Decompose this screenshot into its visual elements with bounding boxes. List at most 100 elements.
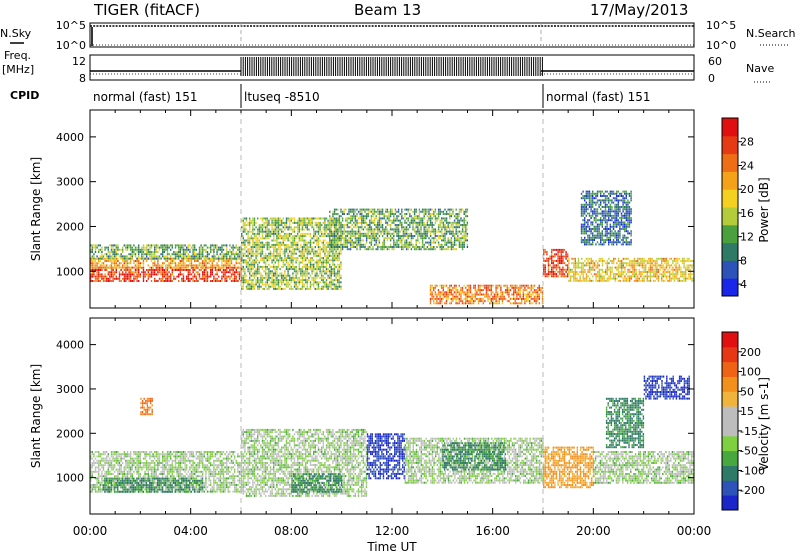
echo-cell [98,277,100,280]
echo-cell [152,253,154,256]
echo-cell [109,260,111,262]
echo-cell [314,261,316,264]
echo-cell [265,270,267,273]
echo-cell [247,279,249,282]
echo-cell [122,246,124,249]
echo-cell [309,263,312,266]
echo-cell [102,255,105,258]
nave-right-tick-top: 60 [708,55,722,68]
echo-cell [247,287,249,290]
echo-cell [104,275,106,278]
echo-cell [434,286,436,289]
echo-cell [418,208,421,211]
echo-cell [292,276,294,279]
echo-cell [285,281,288,284]
echo-cell [417,228,419,231]
echo-cell [369,235,371,237]
echo-cell [609,260,612,262]
echo-cell [361,226,363,229]
echo-cell [643,262,645,265]
echo-cell [115,269,117,271]
echo-cell [313,263,315,266]
echo-cell [321,263,323,266]
echo-cell [481,289,483,292]
echo-cell [388,232,390,235]
echo-cell [311,248,313,251]
echo-cell [255,235,257,238]
echo-cell [396,215,398,218]
echo-cell [367,228,369,231]
echo-cell [351,230,353,233]
echo-cell [497,300,499,303]
echo-cell [431,293,433,296]
echo-cell [227,257,229,260]
echo-cell [359,241,361,244]
echo-cell [91,269,93,271]
echo-cell [413,228,416,231]
echo-cell [123,255,125,258]
echo-cell [230,280,233,282]
echo-cell [380,219,382,222]
echo-cell [322,239,324,242]
echo-cell [281,283,283,286]
echo-cell [317,268,320,271]
echo-cell [324,226,326,229]
echo-cell [489,289,491,292]
echo-cell [396,235,398,237]
echo-cell [327,274,329,277]
echo-cell [276,248,278,251]
echo-cell [249,279,251,282]
echo-cell [560,270,562,273]
echo-cell [554,275,556,278]
echo-cell [200,253,202,256]
echo-cell [133,275,135,278]
echo-cell [125,266,127,269]
echo-cell [321,230,323,233]
echo-cell [306,257,308,260]
echo-cell [234,275,236,278]
echo-cell [128,244,130,247]
echo-cell [393,221,395,224]
echo-cell [377,219,379,222]
echo-cell [306,246,308,249]
echo-cell [179,269,181,271]
echo-cell [295,235,297,238]
echo-cell [319,228,321,231]
echo-cell [485,293,488,296]
echo-cell [319,252,321,255]
echo-cell [249,265,251,268]
echo-cell [426,221,429,224]
echo-cell [249,274,251,277]
echo-cell [319,276,321,279]
echo-cell [250,250,252,253]
echo-cell [420,232,422,235]
echo-cell [421,219,424,222]
echo-cell [99,273,101,276]
echo-cell [263,243,265,246]
echo-cell [439,302,441,305]
echo-cell [281,248,283,251]
echo-cell [229,271,231,274]
echo-cell [330,248,333,251]
echo-cell [290,228,292,231]
echo-cell [597,262,599,265]
echo-cell [377,226,379,229]
echo-cell [465,235,467,237]
echo-cell [353,210,355,213]
echo-cell [316,268,318,271]
echo-cell [426,224,429,226]
echo-cell [206,253,209,256]
echo-cell [429,224,432,226]
echo-cell [295,257,297,260]
echo-cell [444,230,446,233]
echo-cell [329,224,331,226]
echo-cell [381,226,384,229]
echo-cell [590,260,592,262]
echo-cell [178,257,180,260]
echo-cell [186,269,188,271]
echo-cell [377,237,379,240]
echo-cell [372,215,374,218]
echo-cell [554,266,556,269]
echo-cell [266,217,268,220]
echo-cell [316,281,318,284]
